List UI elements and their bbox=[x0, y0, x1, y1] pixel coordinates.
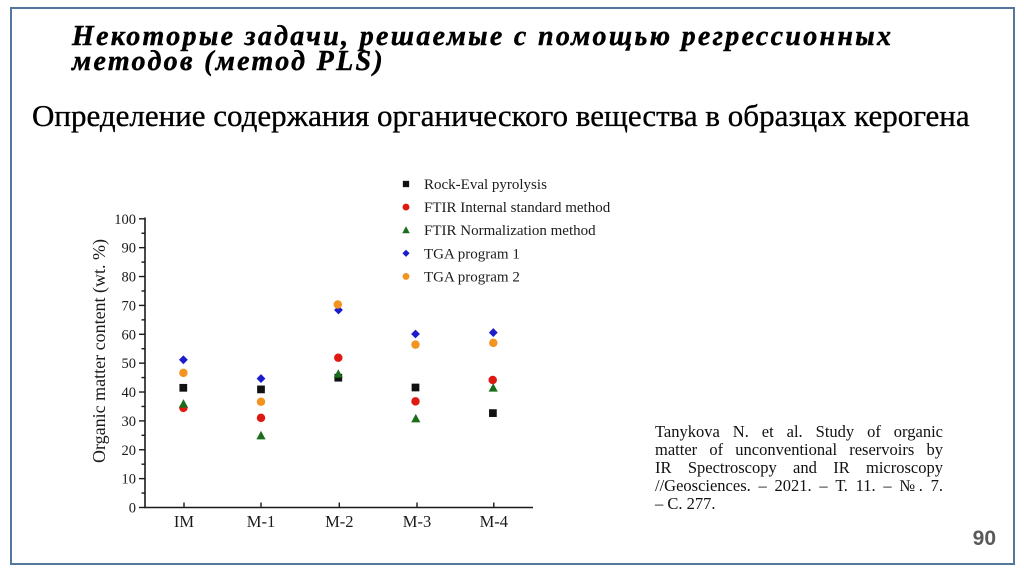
svg-text:TGA program 1: TGA program 1 bbox=[424, 246, 520, 262]
svg-text:M-4: M-4 bbox=[480, 512, 508, 531]
svg-text:0: 0 bbox=[129, 501, 136, 517]
svg-text:FTIR Normalization method: FTIR Normalization method bbox=[424, 223, 596, 239]
svg-text:Organic matter content (wt. %): Organic matter content (wt. %) bbox=[89, 239, 110, 463]
svg-text:40: 40 bbox=[122, 385, 137, 401]
svg-text:TGA program 2: TGA program 2 bbox=[424, 269, 520, 285]
svg-text:100: 100 bbox=[114, 212, 136, 228]
svg-text:50: 50 bbox=[122, 356, 137, 372]
svg-text:30: 30 bbox=[122, 414, 137, 430]
svg-text:70: 70 bbox=[122, 298, 137, 314]
svg-text:FTIR Internal standard method: FTIR Internal standard method bbox=[424, 200, 611, 216]
svg-text:Rock-Eval pyrolysis: Rock-Eval pyrolysis bbox=[424, 177, 547, 193]
svg-text:80: 80 bbox=[122, 270, 137, 286]
svg-text:20: 20 bbox=[122, 443, 137, 459]
svg-text:10: 10 bbox=[122, 472, 137, 488]
svg-text:60: 60 bbox=[122, 327, 137, 343]
svg-text:M-2: M-2 bbox=[325, 512, 353, 531]
svg-text:M-3: M-3 bbox=[403, 512, 431, 531]
svg-text:90: 90 bbox=[122, 241, 137, 257]
svg-text:IM: IM bbox=[174, 512, 194, 531]
svg-text:M-1: M-1 bbox=[247, 512, 275, 531]
